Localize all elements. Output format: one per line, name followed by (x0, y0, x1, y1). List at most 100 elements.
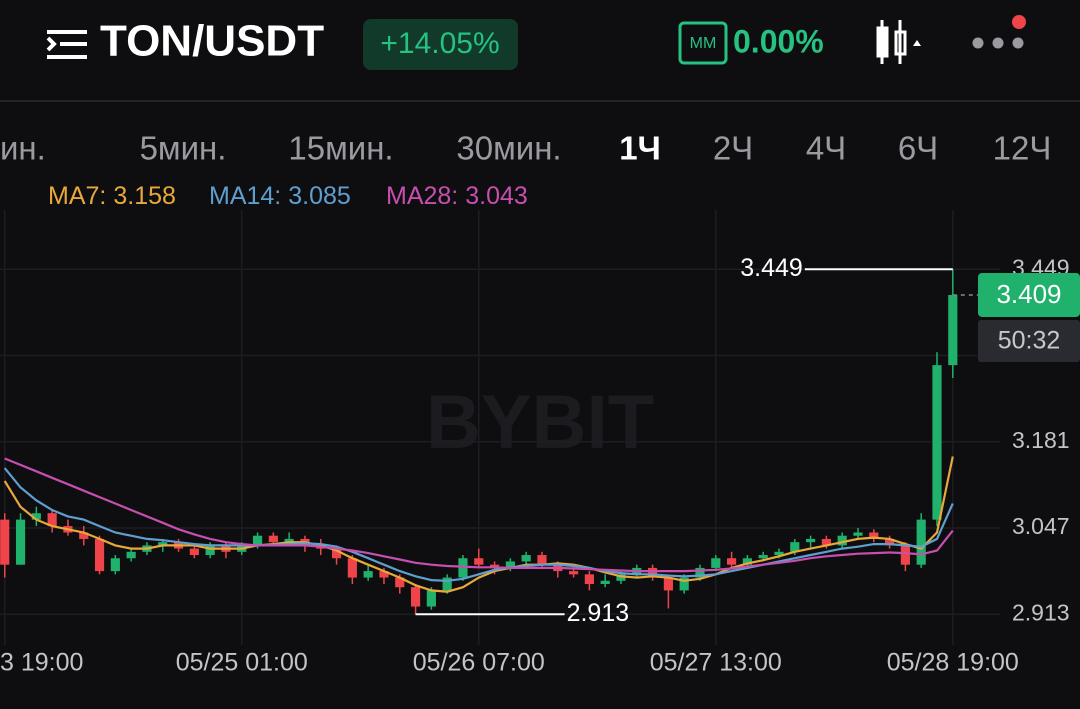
candle-body (79, 532, 89, 539)
y-tick-label: 3.181 (1012, 427, 1070, 453)
candle-body (442, 577, 452, 591)
legend-name: MA28: (386, 182, 458, 210)
dot (972, 37, 984, 49)
menu-arrow (46, 36, 57, 52)
candle-body (158, 542, 168, 546)
candle-body (379, 571, 389, 578)
countdown-label: 50:32 (998, 327, 1061, 355)
dot (992, 37, 1004, 49)
candle-body (742, 558, 752, 565)
ma-line (4, 457, 954, 573)
candle-body (395, 577, 405, 588)
candle-body (853, 532, 863, 536)
candle-body (600, 580, 610, 584)
x-tick-label: 05/25 01:00 (176, 649, 308, 677)
candle-body (15, 519, 26, 565)
pair-title[interactable]: TON/USDT (100, 17, 324, 66)
y-tick-label: 3.047 (1012, 513, 1070, 539)
candle-body (790, 542, 800, 552)
candle-body (916, 519, 926, 565)
chart-type-icon[interactable] (876, 20, 921, 64)
change-value: +14.05% (380, 27, 499, 60)
candle-body (537, 555, 547, 565)
x-tick-label: 05/27 13:00 (650, 649, 782, 677)
timeframe-tab[interactable]: 2Ч (713, 130, 753, 167)
candle-body (458, 558, 468, 578)
timeframe-tab[interactable]: 6Ч (898, 130, 938, 167)
dot (1012, 37, 1024, 49)
candle-body (0, 519, 10, 565)
candle-body (837, 535, 847, 546)
candle-body (426, 590, 436, 607)
candle-body (679, 577, 689, 591)
legend-value: 3.158 (113, 182, 176, 210)
x-tick-label: 05/26 07:00 (413, 649, 545, 677)
candle-body (284, 538, 294, 543)
timeframe-tab[interactable]: ин. (0, 130, 46, 167)
y-tick-label: 2.913 (1012, 599, 1070, 625)
icon-caret (913, 40, 921, 46)
timeframe-tab[interactable]: 12Ч (993, 130, 1052, 167)
candle-body (821, 538, 831, 546)
candle-body (711, 558, 721, 568)
candle-body (869, 532, 879, 539)
x-tick-label: 05/28 19:00 (887, 649, 1019, 677)
candle-body (521, 555, 531, 562)
timeframe-tabs: ин. 5мин. 15мин. 30мин. 1Ч 2Ч 4Ч 6Ч 12Ч (0, 130, 1051, 167)
mm-label: MM (690, 35, 717, 52)
legend-name: MA7: (48, 182, 106, 210)
candle-body (126, 551, 136, 559)
candle-body (505, 561, 515, 568)
candle-body (806, 538, 816, 543)
ma28-legend: MA28: 3.043 (386, 182, 528, 210)
mm-value: 0.00% (733, 23, 824, 59)
candle-body (568, 571, 579, 575)
menu-icon[interactable] (46, 30, 87, 59)
candle-body (347, 558, 357, 578)
candle-body (94, 538, 105, 572)
candle-body (205, 545, 215, 556)
timeframe-tab[interactable]: 1Ч (619, 130, 661, 167)
x-tick-label: 3 19:00 (0, 649, 83, 677)
candle-body (474, 558, 484, 565)
last-price-badge (978, 272, 1080, 317)
ma-line (3, 456, 954, 593)
ma7-legend: MA7: 3.158 (48, 182, 176, 210)
candle-body (252, 535, 263, 546)
candle-body (584, 574, 594, 584)
legend-value: 3.043 (465, 182, 528, 210)
low-marker-label: 2.913 (567, 599, 630, 627)
candle-body (47, 513, 57, 527)
change-pill (363, 19, 518, 70)
more-menu[interactable] (972, 15, 1027, 49)
candle-body (885, 538, 895, 546)
candle-body (189, 548, 199, 556)
timeframe-tab[interactable]: 15мин. (288, 130, 393, 167)
timeframe-tab[interactable]: 4Ч (806, 130, 846, 167)
countdown-box (978, 319, 1080, 362)
candle-body (695, 567, 705, 578)
candle-body (331, 548, 342, 559)
candle-body (932, 365, 942, 520)
notification-dot (1012, 15, 1026, 29)
candle-body (268, 535, 278, 543)
candle-body (110, 558, 120, 572)
last-price-label: 3.409 (996, 279, 1061, 309)
candle-body (410, 587, 421, 607)
timeframe-tab[interactable]: 5мин. (140, 130, 227, 167)
mm-box[interactable] (678, 21, 728, 65)
candle-body (727, 558, 737, 565)
high-marker-label: 3.449 (740, 254, 803, 282)
candle-body (31, 513, 41, 520)
candle-body (616, 574, 626, 581)
timeframe-tab[interactable]: 30мин. (456, 130, 561, 167)
candle-body (663, 577, 673, 591)
legend-value: 3.085 (288, 182, 351, 210)
candle-body (363, 571, 373, 578)
legend-name: MA14: (209, 182, 281, 210)
candle-body (648, 567, 658, 578)
